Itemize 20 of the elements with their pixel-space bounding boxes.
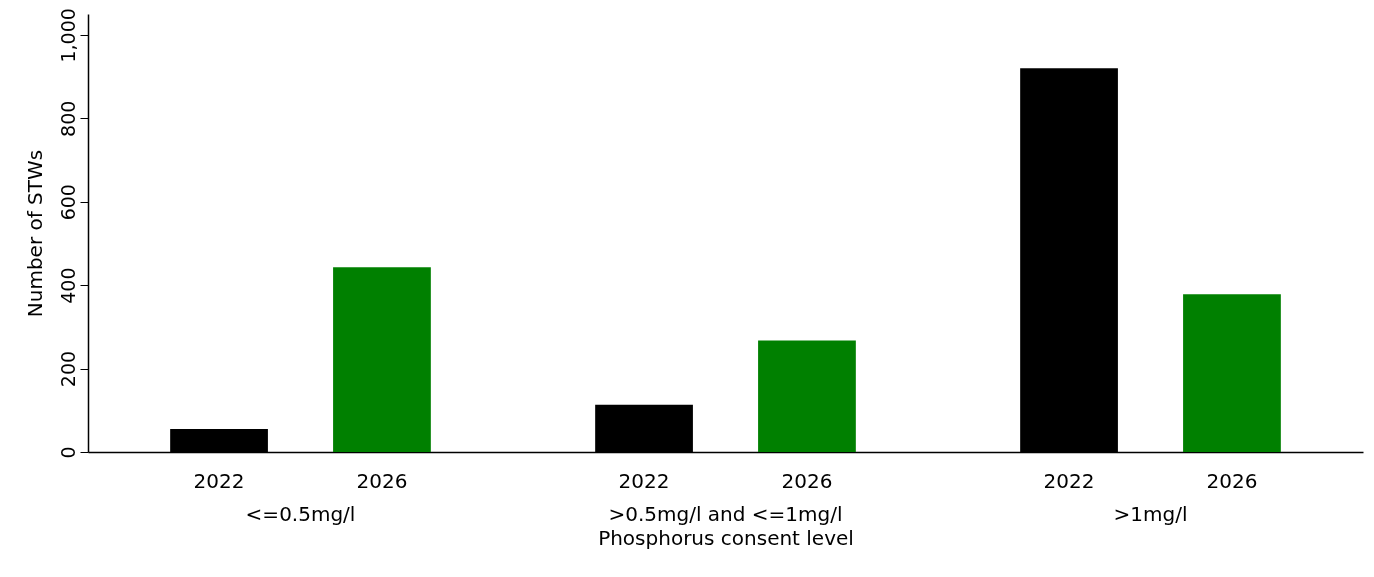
y-axis-title: Number of STWs [22, 149, 47, 318]
y-tick-label: 600 [56, 184, 79, 221]
x-tick-label: <=0.5mg/l [245, 501, 356, 526]
y-tick-label: 0 [56, 446, 79, 459]
x-axis-title: Phosphorus consent level [598, 525, 854, 550]
y-tick-label: 400 [56, 267, 79, 304]
text: 2026 [1206, 469, 1258, 493]
bar [1183, 294, 1281, 452]
x-tick-label: >1mg/l [1113, 501, 1188, 526]
y-tick-label: 800 [56, 100, 79, 137]
bar [758, 340, 856, 452]
series-label: 2026 [356, 469, 408, 493]
series-label: 2022 [193, 469, 245, 493]
bar [333, 267, 431, 452]
text: 2026 [781, 469, 833, 493]
text: 2022 [618, 469, 670, 493]
y-tick-label: 1,000 [56, 8, 79, 63]
y-tick-label: 200 [56, 350, 79, 388]
x-tick-label: >0.5mg/l and <=1mg/l [608, 501, 843, 526]
text: 2022 [1043, 469, 1095, 493]
